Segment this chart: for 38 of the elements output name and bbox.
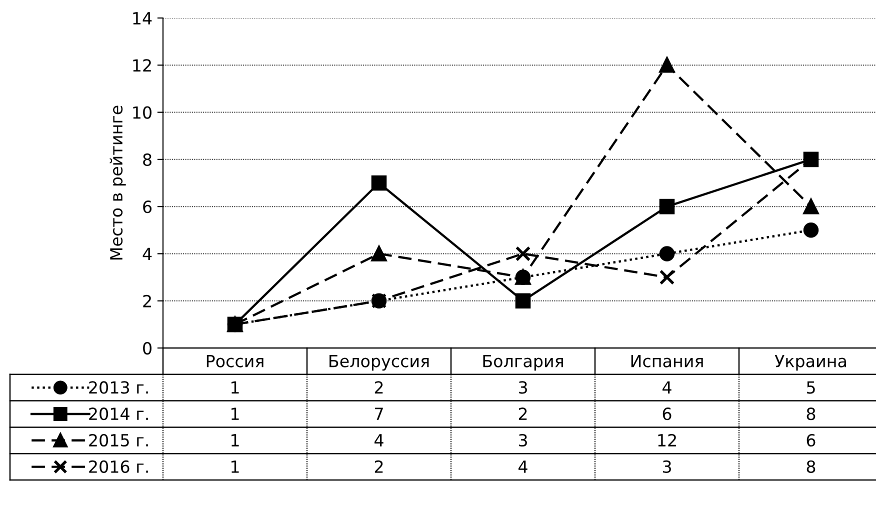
data-label: 2 xyxy=(374,381,383,394)
y-tick-label: 0 xyxy=(143,342,152,355)
legend-label: 2013 г. xyxy=(89,381,148,394)
data-label: 6 xyxy=(662,408,672,420)
data-label: 4 xyxy=(662,381,672,394)
x-tick-label: Белоруссия xyxy=(330,354,429,371)
y-tick-label: 2 xyxy=(143,294,151,308)
legend-label: 2015 г. xyxy=(89,434,148,447)
data-label: 8 xyxy=(806,460,816,473)
data-label: 3 xyxy=(662,460,671,473)
legend-label: 2014 г. xyxy=(89,408,148,420)
data-label: 5 xyxy=(806,381,815,394)
data-label: 4 xyxy=(374,434,384,446)
legend-label: 2016 г. xyxy=(89,460,148,473)
data-label: 3 xyxy=(518,434,527,447)
data-label: 1 xyxy=(232,408,239,420)
data-label: 6 xyxy=(806,434,816,447)
y-tick-label: 6 xyxy=(143,200,152,214)
data-label: 1 xyxy=(232,434,239,446)
y-tick-label: 10 xyxy=(133,106,152,119)
y-axis-title: Место в рейтинге xyxy=(110,106,126,260)
data-label: 8 xyxy=(806,408,816,420)
x-tick-label: Россия xyxy=(206,354,264,368)
y-tick-label: 14 xyxy=(133,12,152,24)
y-tick-label: 4 xyxy=(142,248,152,260)
x-tick-label: Украина xyxy=(774,354,846,371)
data-label: 3 xyxy=(518,381,527,394)
data-label: 12 xyxy=(658,434,676,446)
data-label: 2 xyxy=(518,408,527,420)
data-label: 4 xyxy=(518,460,528,473)
y-tick-label: 12 xyxy=(133,59,151,72)
data-label: 7 xyxy=(375,408,383,420)
data-label: 1 xyxy=(232,381,239,394)
y-tick-label: 8 xyxy=(143,153,152,166)
data-label: 1 xyxy=(232,460,239,473)
data-label: 2 xyxy=(374,460,383,473)
x-tick-label: Испания xyxy=(631,354,703,368)
x-tick-label: Болгария xyxy=(483,354,563,371)
